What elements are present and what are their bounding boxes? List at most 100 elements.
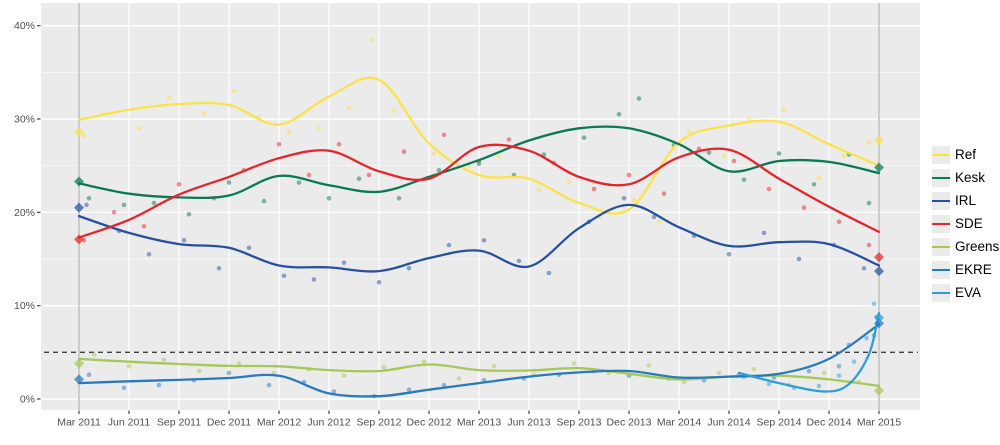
x-tick-label: Sep 2012 <box>357 417 402 429</box>
poll-dot-ref <box>166 95 172 100</box>
trend-line-eva <box>737 311 881 393</box>
poll-dot-irl <box>376 280 382 285</box>
poll-dot-ref <box>866 140 872 145</box>
poll-dot-ref <box>746 116 752 122</box>
poll-dot-sde <box>276 141 282 147</box>
poll-dot-irl <box>546 270 552 276</box>
poll-dot-greens <box>571 361 577 366</box>
poll-dots-eva <box>741 301 879 391</box>
legend-key-irl <box>932 192 950 210</box>
election-result-irl <box>874 266 884 277</box>
poll-dot-greens <box>196 368 202 374</box>
trend-line-ref <box>77 76 881 215</box>
x-tick-label: Sep 2013 <box>557 417 602 429</box>
poll-dot-kesk <box>326 196 332 201</box>
poll-dot-sde <box>766 186 772 192</box>
x-tick-label: Jun 2011 <box>108 417 151 429</box>
poll-dot-kesk <box>121 202 127 208</box>
poll-dot-ekre <box>121 385 127 391</box>
poll-dot-kesk <box>581 135 587 140</box>
poll-dot-ekre <box>441 382 447 388</box>
poll-dot-irl <box>84 202 89 208</box>
poll-dot-irl <box>796 256 802 262</box>
y-tick-label: 0% <box>20 394 35 406</box>
x-tick-label: Dec 2012 <box>407 417 452 429</box>
poll-dot-kesk <box>356 176 362 181</box>
poll-dot-greens <box>381 365 387 370</box>
poll-dot-ref <box>201 111 207 116</box>
plot-panel <box>41 3 920 410</box>
poll-dot-kesk <box>866 200 872 206</box>
x-tick-label: Sep 2011 <box>157 417 201 429</box>
x-tick-label: Jun 2014 <box>707 417 750 429</box>
poll-dot-greens <box>681 379 687 385</box>
poll-dot-irl <box>726 252 732 257</box>
legend-key-line-irl <box>932 199 950 203</box>
poll-dot-ekre <box>266 382 272 388</box>
legend-key-line-kesk <box>932 176 950 180</box>
poll-dot-ekre <box>836 364 842 369</box>
poll-dot-ref <box>841 154 847 159</box>
legend-key-line-ref <box>932 153 950 157</box>
poll-dot-ref <box>631 197 637 203</box>
poll-dot-sde <box>306 172 312 178</box>
poll-dot-ref <box>721 154 727 159</box>
x-tick-label: Sep 2014 <box>757 417 802 429</box>
poll-dot-sde <box>591 186 597 192</box>
poll-dot-irl <box>481 238 487 243</box>
x-tick-label: Dec 2013 <box>607 417 652 429</box>
x-tick-label: Jun 2013 <box>507 417 550 429</box>
poll-dot-ref <box>316 126 322 131</box>
poll-dot-kesk <box>186 211 192 217</box>
chart-legend: Ref Kesk IRL SDE Greens EKRE EVA <box>932 146 999 302</box>
poll-dot-eva <box>871 301 877 307</box>
poll-dot-irl <box>651 214 657 220</box>
x-tick-label: Mar 2012 <box>257 417 302 429</box>
y-tick-label: 40% <box>14 20 35 32</box>
poll-dot-kesk <box>706 150 712 155</box>
legend-item-kesk: Kesk <box>932 169 999 187</box>
poll-dot-eva <box>851 359 857 365</box>
poll-dot-greens <box>456 376 462 381</box>
legend-key-greens <box>932 238 950 256</box>
poll-dot-ref <box>536 187 542 193</box>
poll-dot-irl <box>621 196 627 201</box>
poll-dot-ref <box>816 175 822 181</box>
poll-dot-ref <box>346 105 352 111</box>
poll-dot-kesk <box>616 112 622 117</box>
trend-line-sde <box>77 143 881 239</box>
poll-dot-eva <box>766 381 772 387</box>
legend-key-sde <box>932 215 950 233</box>
x-tick-label: Jun 2012 <box>307 417 350 429</box>
axes: 0% 10% 20% 30% 40% Mar 2011 Jun 2011 Sep 2011 De… <box>14 20 901 428</box>
legend-key-kesk <box>932 169 950 187</box>
legend-item-sde: SDE <box>932 215 999 233</box>
poll-dot-sde <box>866 242 872 248</box>
legend-label-ref: Ref <box>955 147 977 162</box>
poll-dot-sde <box>626 172 632 178</box>
election-result-ekre <box>74 374 84 385</box>
poll-dot-greens <box>126 364 132 369</box>
poll-dot-ekre <box>331 389 337 394</box>
poll-dot-sde <box>401 149 407 154</box>
election-result-ekre <box>874 318 884 329</box>
legend-label-greens: Greens <box>955 239 1000 254</box>
poll-dot-kesk <box>541 152 547 157</box>
poll-dot-ekre <box>406 387 412 393</box>
poll-dot-sde <box>801 205 807 210</box>
election-results-layer <box>74 127 884 396</box>
x-tick-label: Dec 2011 <box>207 417 251 429</box>
poll-dot-irl <box>761 230 767 236</box>
poll-dot-greens <box>646 363 652 368</box>
poll-dot-sde <box>836 219 842 224</box>
poll-dot-ref <box>781 107 787 112</box>
x-tick-label: Mar 2014 <box>657 417 702 429</box>
poll-dot-sde <box>441 132 447 138</box>
poll-dot-ekre <box>86 372 92 378</box>
poll-dot-kesk <box>396 196 402 201</box>
legend-label-ekre: EKRE <box>955 262 992 277</box>
trend-lines-layer <box>77 76 881 398</box>
legend-item-irl: IRL <box>932 192 999 210</box>
election-result-ref <box>74 127 84 138</box>
poll-dot-irl <box>281 273 287 279</box>
